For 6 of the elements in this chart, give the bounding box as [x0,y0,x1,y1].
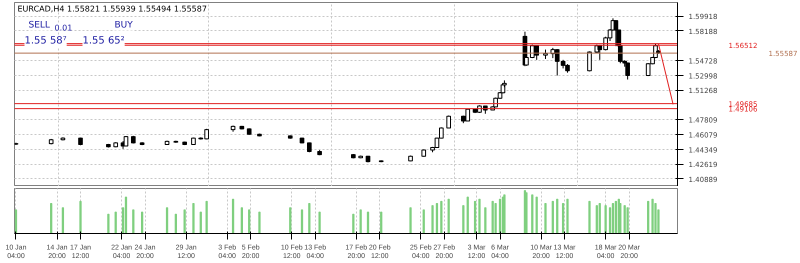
annotation: 1.55 65² [82,36,125,46]
annotation: BUY [114,20,134,30]
annotation: 1.55 58⁷ [24,36,67,46]
chart-title: EURCAD,H4 1.55821 1.55939 1.55494 1.55587 [18,4,207,14]
annotation: 0.01 [54,24,72,32]
annotation: SELL [28,20,50,30]
